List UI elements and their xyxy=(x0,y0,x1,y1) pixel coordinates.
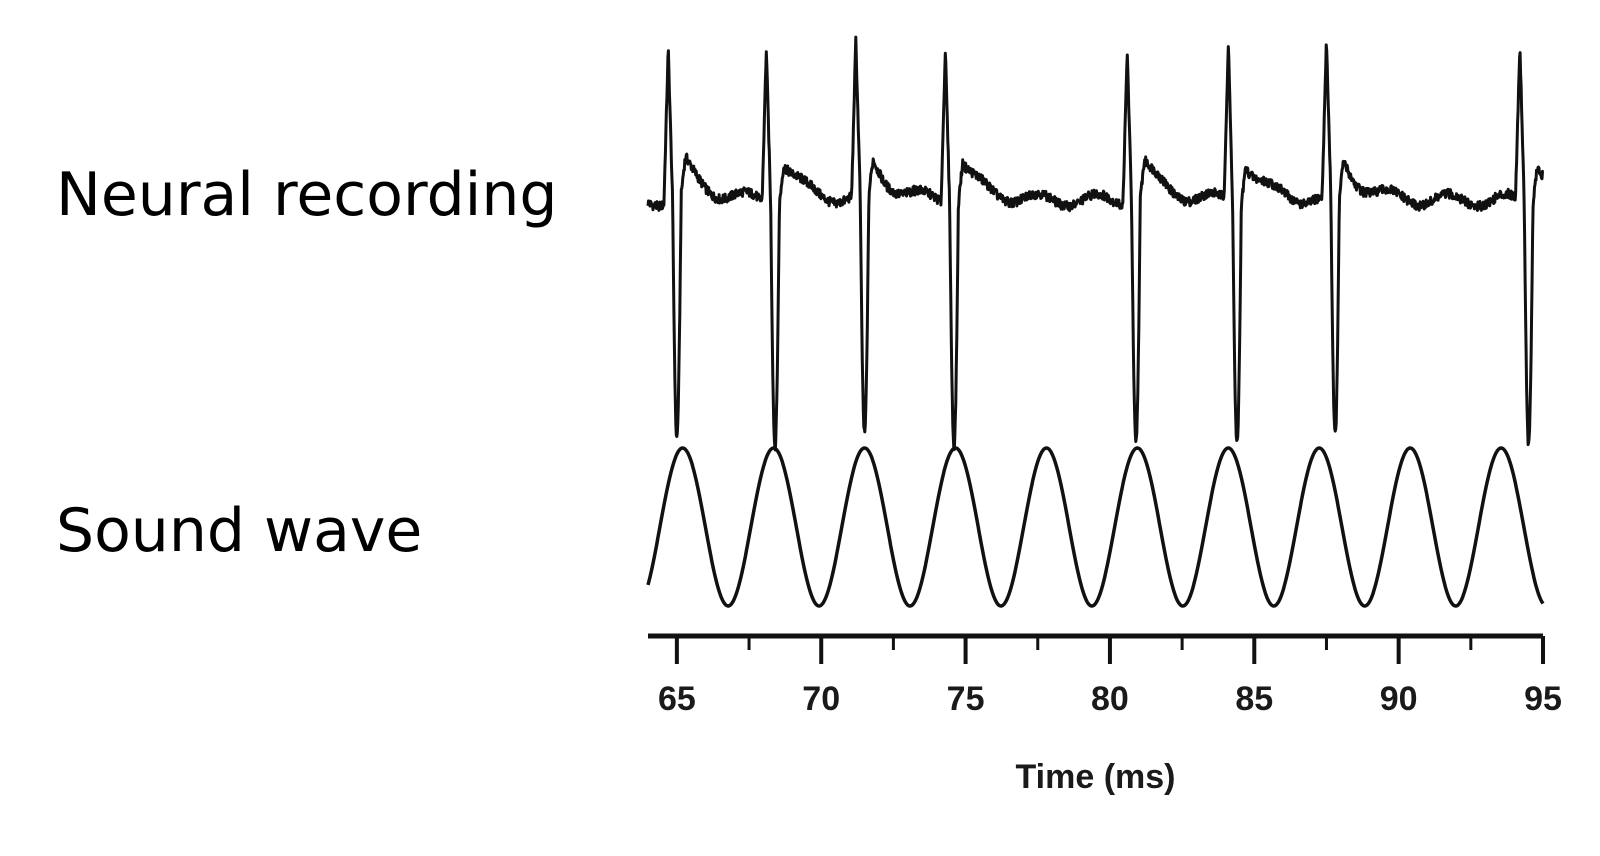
x-tick-label: 65 xyxy=(658,680,696,718)
x-tick-label: 85 xyxy=(1235,680,1273,718)
sound-wave-group xyxy=(646,446,1545,608)
x-tick-label: 90 xyxy=(1380,680,1418,718)
x-tick-label: 80 xyxy=(1091,680,1129,718)
x-axis-title: Time (ms) xyxy=(1016,758,1176,796)
sound-wave-label: Sound wave xyxy=(56,496,423,566)
x-tick-label: 95 xyxy=(1524,680,1562,718)
x-tick-label: 70 xyxy=(802,680,840,718)
neural-trace-group xyxy=(646,35,1545,452)
sound-wave-line xyxy=(646,446,1545,608)
x-axis: 65 70 75 80 85 90 95 xyxy=(648,633,1562,718)
neural-recording-label: Neural recording xyxy=(56,160,558,230)
neural-trace-line xyxy=(646,35,1545,452)
x-tick-label: 75 xyxy=(947,680,985,718)
